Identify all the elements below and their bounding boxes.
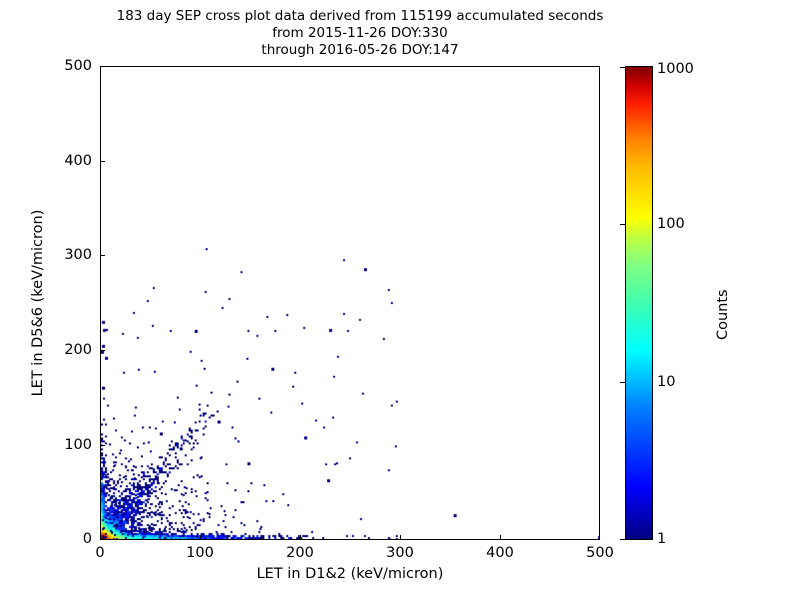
chart-title-line-main: 183 day SEP cross plot data derived from… — [116, 8, 604, 24]
colorbar: 1 10 100 1000 — [620, 61, 694, 547]
colorbar-tick-label-10: 10 — [657, 374, 676, 390]
x-tick-label-100: 100 — [186, 545, 214, 561]
y-tick-label-200: 200 — [64, 342, 92, 358]
y-tick-0 — [100, 539, 105, 540]
density-heatmap-canvas — [101, 67, 599, 539]
y-tick-label-0: 0 — [82, 531, 92, 547]
y-tick-label-500: 500 — [64, 58, 92, 74]
colorbar-tick-1 — [620, 539, 625, 540]
x-axis-label: LET in D1&2 (keV/micron) — [256, 566, 444, 582]
x-tick-label-300: 300 — [386, 545, 414, 561]
x-tick-label-400: 400 — [486, 545, 514, 561]
x-tick-200 — [300, 535, 301, 540]
x-tick-400 — [500, 535, 501, 540]
colorbar-tick-1000 — [620, 67, 625, 68]
y-tick-200 — [100, 350, 105, 351]
colorbar-tick-label-1000: 1000 — [657, 61, 694, 77]
chart-title: 183 day SEP cross plot data derived from… — [0, 8, 720, 59]
chart-title-line-from: from 2015-11-26 DOY:330 — [272, 25, 448, 41]
x-tick-500 — [599, 535, 600, 540]
y-tick-label-100: 100 — [64, 437, 92, 453]
x-tick-label-0: 0 — [95, 545, 105, 561]
plot-area — [100, 66, 600, 540]
colorbar-tick-10 — [620, 382, 625, 383]
y-tick-400 — [100, 161, 105, 162]
chart-title-line-through: through 2016-05-26 DOY:147 — [261, 42, 459, 58]
x-tick-label-200: 200 — [286, 545, 314, 561]
y-tick-label-400: 400 — [64, 153, 92, 169]
colorbar-tick-label-100: 100 — [657, 216, 685, 232]
x-tick-0 — [100, 535, 101, 540]
y-tick-label-300: 300 — [64, 247, 92, 263]
colorbar-tick-label-1: 1 — [657, 531, 667, 547]
x-tick-100 — [200, 535, 201, 540]
y-tick-500 — [100, 66, 105, 67]
colorbar-label: Counts — [715, 289, 731, 340]
x-tick-300 — [400, 535, 401, 540]
colorbar-tick-100 — [620, 224, 625, 225]
y-tick-300 — [100, 255, 105, 256]
y-axis-label: LET in D5&6 (keV/micron) — [30, 209, 46, 397]
colorbar-gradient — [625, 66, 653, 540]
y-tick-100 — [100, 445, 105, 446]
x-tick-label-500: 500 — [586, 545, 614, 561]
